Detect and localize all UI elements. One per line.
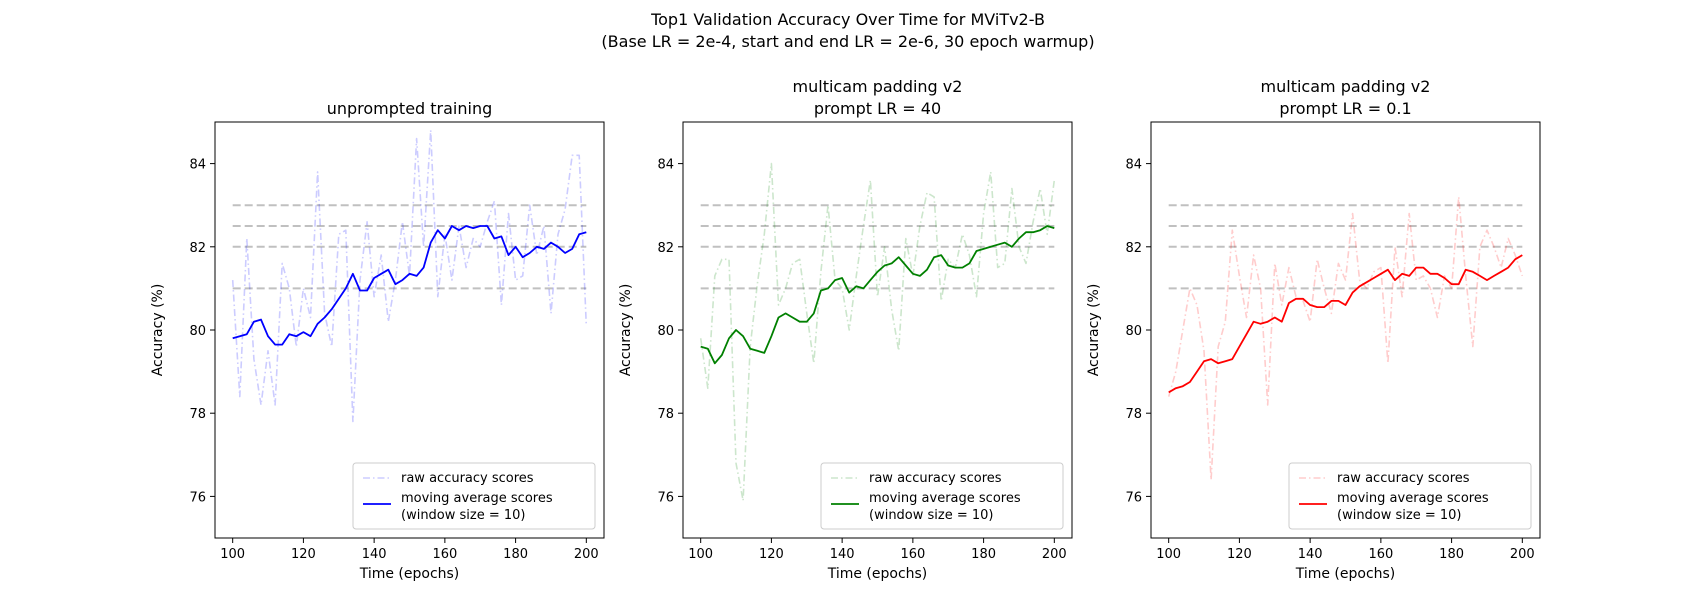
legend-box	[352, 462, 596, 530]
y-tick-label: 80	[657, 324, 674, 339]
legend-raw-label: raw accuracy scores	[401, 471, 534, 486]
figure-title-line1: Top1 Validation Accuracy Over Time for M…	[650, 10, 1045, 29]
moving-average-line	[700, 225, 1055, 365]
x-tick-label: 140	[830, 547, 855, 562]
y-tick-label: 76	[1125, 490, 1142, 505]
figure-title-line2: (Base LR = 2e-4, start and end LR = 2e-6…	[601, 32, 1094, 51]
panel-title-line2: prompt LR = 0.1	[1279, 99, 1411, 118]
y-tick-label: 84	[1125, 158, 1142, 173]
legend-average-window-label: (window size = 10)	[869, 508, 994, 523]
x-tick-label: 120	[759, 547, 784, 562]
x-tick-label: 200	[574, 547, 599, 562]
y-axis-label: Accuracy (%)	[1086, 284, 1102, 377]
x-tick-label: 160	[432, 547, 457, 562]
x-tick-label: 180	[503, 547, 528, 562]
x-axis-label: Time (epochs)	[827, 566, 928, 582]
x-tick-label: 120	[1227, 547, 1252, 562]
raw-accuracy-line	[231, 129, 588, 423]
x-tick-label: 160	[1368, 547, 1393, 562]
legend-average-window-label: (window size = 10)	[401, 508, 526, 523]
y-tick-label: 80	[1125, 324, 1142, 339]
raw-accuracy-line	[699, 162, 1056, 502]
y-tick-label: 78	[189, 407, 206, 422]
raw-accuracy-line	[1167, 196, 1524, 481]
legend-average-window-label: (window size = 10)	[1337, 508, 1462, 523]
chart-panel-unprompted: 100 120 140 160 180 200 76 78 80 82 84 Time (epochs…	[150, 99, 605, 582]
y-tick-label: 80	[189, 324, 206, 339]
x-tick-label: 200	[1510, 547, 1535, 562]
y-tick-label: 76	[657, 490, 674, 505]
legend-box	[1288, 462, 1532, 530]
y-tick-label: 82	[1125, 241, 1142, 256]
x-tick-label: 100	[220, 547, 245, 562]
legend: raw accuracy scores moving average scores…	[352, 462, 596, 530]
legend: raw accuracy scores moving average scores…	[1288, 462, 1532, 530]
y-axis-label: Accuracy (%)	[618, 284, 634, 377]
x-tick-label: 200	[1042, 547, 1067, 562]
y-axis-label: Accuracy (%)	[150, 284, 166, 377]
legend: raw accuracy scores moving average scores…	[820, 462, 1064, 530]
legend-average-label: moving average scores	[869, 491, 1021, 506]
x-tick-label: 180	[1439, 547, 1464, 562]
panel-title-line1: unprompted training	[327, 99, 493, 118]
y-tick-label: 84	[189, 158, 206, 173]
legend-raw-label: raw accuracy scores	[869, 471, 1002, 486]
legend-average-label: moving average scores	[401, 491, 553, 506]
chart-panel-prompt-lr-0-1: 100 120 140 160 180 200 76 78 80 82 84 Time (epochs…	[1086, 77, 1541, 582]
y-tick-label: 82	[657, 241, 674, 256]
panel-title-line2: prompt LR = 40	[814, 99, 941, 118]
panel-title-line1: multicam padding v2	[1261, 77, 1431, 96]
y-tick-label: 82	[189, 241, 206, 256]
y-tick-label: 76	[189, 490, 206, 505]
x-tick-label: 180	[971, 547, 996, 562]
moving-average-line	[1168, 254, 1523, 394]
x-axis-label: Time (epochs)	[359, 566, 460, 582]
chart-panel-prompt-lr-40: 100 120 140 160 180 200 76 78 80 82 84 Time (epochs…	[618, 77, 1073, 582]
x-tick-label: 160	[900, 547, 925, 562]
x-tick-label: 100	[1156, 547, 1181, 562]
moving-average-line	[232, 225, 587, 346]
x-tick-label: 140	[1298, 547, 1323, 562]
x-axis-label: Time (epochs)	[1295, 566, 1396, 582]
legend-box	[820, 462, 1064, 530]
panel-title-line1: multicam padding v2	[793, 77, 963, 96]
x-tick-label: 120	[291, 547, 316, 562]
x-tick-label: 100	[688, 547, 713, 562]
y-tick-label: 84	[657, 158, 674, 173]
y-tick-label: 78	[657, 407, 674, 422]
x-tick-label: 140	[362, 547, 387, 562]
legend-average-label: moving average scores	[1337, 491, 1489, 506]
y-tick-label: 78	[1125, 407, 1142, 422]
legend-raw-label: raw accuracy scores	[1337, 471, 1470, 486]
